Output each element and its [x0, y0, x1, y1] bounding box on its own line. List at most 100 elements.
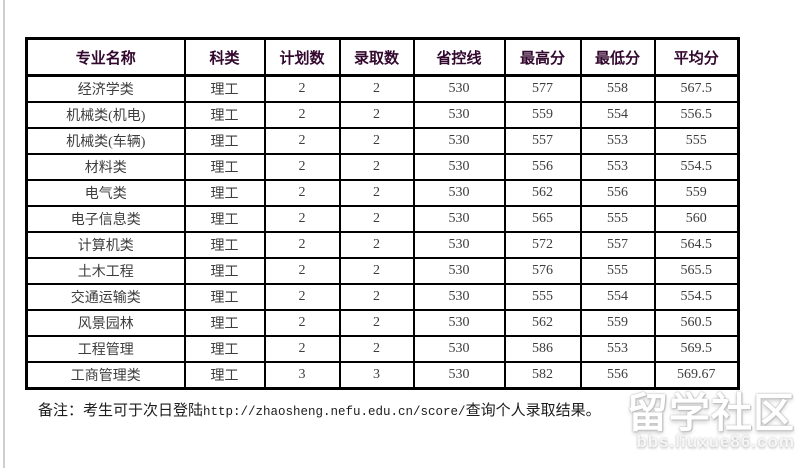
- data-cell: 555: [503, 283, 582, 311]
- data-cell: 2: [263, 179, 341, 207]
- data-cell: 564.5: [653, 231, 740, 259]
- table-body: 经济学类 理工 2 2 530 577 558 567.5 机械类(机电) 理工 2 2 530 559 5…: [25, 74, 740, 390]
- data-cell: 理工: [183, 74, 266, 103]
- major-name-cell: 土木工程: [25, 257, 186, 285]
- data-cell: 2: [338, 74, 415, 103]
- admission-score-table: 专业名称 科类 计划数 录取数 省控线 最高分 最低分 平均分 经济学类 理工 2 2 530 577 5…: [25, 37, 740, 390]
- data-cell: 530: [412, 335, 506, 363]
- data-cell: 554.5: [653, 153, 740, 181]
- data-cell: 理工: [183, 205, 266, 233]
- data-cell: 555: [579, 257, 656, 285]
- major-name-cell: 电子信息类: [25, 205, 186, 233]
- data-cell: 理工: [183, 361, 266, 390]
- header-row: 专业名称 科类 计划数 录取数 省控线 最高分 最低分 平均分: [25, 37, 740, 77]
- data-cell: 553: [579, 127, 656, 155]
- data-cell: 565: [503, 205, 582, 233]
- data-cell: 572: [503, 231, 582, 259]
- data-cell: 2: [338, 335, 415, 363]
- data-cell: 2: [338, 127, 415, 155]
- data-cell: 530: [412, 309, 506, 337]
- footnote-suffix: 查询个人录取结果。: [465, 403, 601, 419]
- major-name-cell: 工程管理: [25, 335, 186, 363]
- left-page-rule: [3, 0, 5, 468]
- major-name-cell: 材料类: [25, 153, 186, 181]
- major-name-cell: 交通运输类: [25, 283, 186, 311]
- column-header: 专业名称: [25, 37, 186, 77]
- table-row: 工程管理 理工 2 2 530 586 553 569.5: [25, 335, 740, 363]
- major-name-cell: 机械类(车辆): [25, 127, 186, 155]
- column-header: 最低分: [579, 37, 656, 77]
- major-name-cell: 风景园林: [25, 309, 186, 337]
- table-row: 工商管理类 理工 3 3 530 582 556 569.67: [25, 361, 740, 390]
- data-cell: 556: [579, 179, 656, 207]
- data-cell: 560.5: [653, 309, 740, 337]
- data-cell: 2: [263, 127, 341, 155]
- data-cell: 562: [503, 179, 582, 207]
- data-cell: 2: [263, 205, 341, 233]
- data-cell: 2: [263, 283, 341, 311]
- data-cell: 2: [338, 179, 415, 207]
- data-cell: 553: [579, 335, 656, 363]
- data-cell: 530: [412, 74, 506, 103]
- data-cell: 理工: [183, 101, 266, 129]
- data-cell: 569.67: [653, 361, 740, 390]
- table-row: 计算机类 理工 2 2 530 572 557 564.5: [25, 231, 740, 259]
- data-cell: 理工: [183, 283, 266, 311]
- column-header: 最高分: [503, 37, 582, 77]
- major-name-cell: 电气类: [25, 179, 186, 207]
- data-cell: 562: [503, 309, 582, 337]
- data-cell: 577: [503, 74, 582, 103]
- data-cell: 530: [412, 361, 506, 390]
- footnote-prefix: 备注：考生可于次日登陆: [38, 403, 204, 419]
- data-cell: 559: [653, 179, 740, 207]
- major-name-cell: 经济学类: [25, 74, 186, 103]
- data-cell: 556: [503, 153, 582, 181]
- data-cell: 2: [338, 283, 415, 311]
- data-cell: 557: [579, 231, 656, 259]
- data-cell: 558: [579, 74, 656, 103]
- data-cell: 理工: [183, 153, 266, 181]
- data-cell: 554: [579, 101, 656, 129]
- data-cell: 554: [579, 283, 656, 311]
- table-row: 土木工程 理工 2 2 530 576 555 565.5: [25, 257, 740, 285]
- data-cell: 理工: [183, 335, 266, 363]
- data-cell: 2: [338, 257, 415, 285]
- data-cell: 理工: [183, 309, 266, 337]
- data-cell: 3: [338, 361, 415, 390]
- data-cell: 理工: [183, 127, 266, 155]
- data-cell: 559: [503, 101, 582, 129]
- table-row: 材料类 理工 2 2 530 556 553 554.5: [25, 153, 740, 181]
- data-cell: 553: [579, 153, 656, 181]
- data-cell: 2: [338, 205, 415, 233]
- table-row: 电气类 理工 2 2 530 562 556 559: [25, 179, 740, 207]
- table-row: 交通运输类 理工 2 2 530 555 554 554.5: [25, 283, 740, 311]
- data-cell: 530: [412, 179, 506, 207]
- data-cell: 530: [412, 101, 506, 129]
- data-cell: 567.5: [653, 74, 740, 103]
- data-cell: 530: [412, 283, 506, 311]
- data-cell: 556.5: [653, 101, 740, 129]
- data-cell: 2: [263, 335, 341, 363]
- data-cell: 557: [503, 127, 582, 155]
- data-cell: 530: [412, 257, 506, 285]
- data-cell: 555: [653, 127, 740, 155]
- data-cell: 2: [338, 101, 415, 129]
- table-row: 风景园林 理工 2 2 530 562 559 560.5: [25, 309, 740, 337]
- data-cell: 555: [579, 205, 656, 233]
- data-cell: 559: [579, 309, 656, 337]
- data-cell: 3: [263, 361, 341, 390]
- data-cell: 2: [338, 231, 415, 259]
- data-cell: 理工: [183, 231, 266, 259]
- data-cell: 556: [579, 361, 656, 390]
- data-cell: 582: [503, 361, 582, 390]
- data-cell: 2: [263, 257, 341, 285]
- major-name-cell: 机械类(机电): [25, 101, 186, 129]
- column-header: 计划数: [263, 37, 341, 77]
- data-cell: 理工: [183, 257, 266, 285]
- major-name-cell: 工商管理类: [25, 361, 186, 390]
- data-cell: 576: [503, 257, 582, 285]
- data-cell: 2: [338, 309, 415, 337]
- data-cell: 565.5: [653, 257, 740, 285]
- data-cell: 理工: [183, 179, 266, 207]
